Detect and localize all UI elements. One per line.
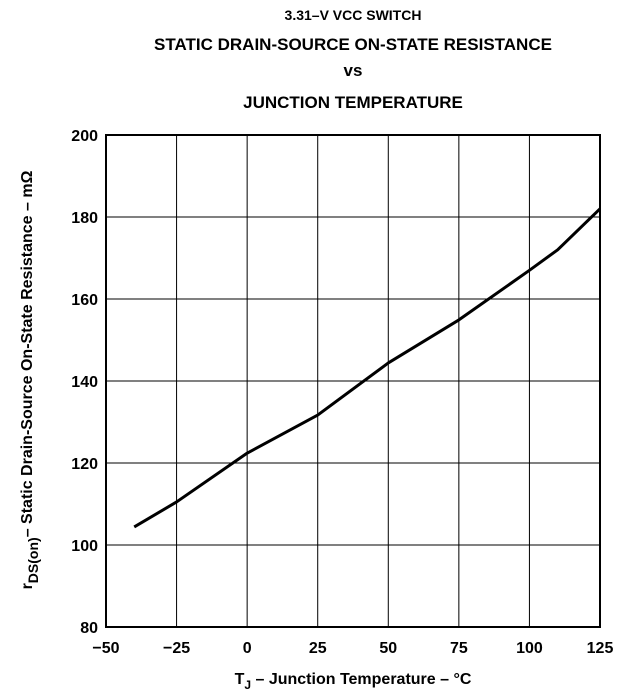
chart-title: 3.31–V VCC SWITCH (285, 7, 422, 23)
chart-title: JUNCTION TEMPERATURE (243, 93, 463, 112)
y-tick-label: 160 (71, 292, 98, 309)
x-label-subscript: J (244, 678, 251, 692)
x-tick-label: 75 (450, 640, 468, 657)
x-tick-label: 100 (516, 640, 543, 657)
plot-frame (105, 134, 601, 628)
y-label-symbol: r (19, 583, 36, 589)
x-label-symbol: T (235, 671, 245, 688)
x-tick-label: 25 (309, 640, 327, 657)
y-tick-label: 100 (71, 538, 98, 555)
x-label-text: – Junction Temperature – °C (251, 671, 472, 688)
x-tick-label: 50 (379, 640, 397, 657)
x-tick-label: 125 (587, 640, 614, 657)
x-tick-label: −25 (163, 640, 190, 657)
y-tick-label: 120 (71, 456, 98, 473)
y-tick-label: 80 (80, 620, 98, 637)
y-tick-label: 140 (71, 374, 98, 391)
chart-title: vs (344, 61, 363, 80)
x-tick-label: 0 (243, 640, 252, 657)
x-axis-label: TJ – Junction Temperature – °C (235, 671, 472, 692)
y-tick-label: 200 (71, 128, 98, 145)
data-line (133, 207, 602, 529)
chart-title: STATIC DRAIN-SOURCE ON-STATE RESISTANCE (154, 35, 552, 54)
y-axis-label: rDS(on)– Static Drain-Source On-State Re… (19, 170, 41, 589)
x-tick-label: −50 (92, 640, 119, 657)
y-tick-label: 180 (71, 210, 98, 227)
y-label-subscript: DS(on) (25, 537, 41, 583)
y-label-text: – Static Drain-Source On-State Resistanc… (19, 170, 36, 537)
